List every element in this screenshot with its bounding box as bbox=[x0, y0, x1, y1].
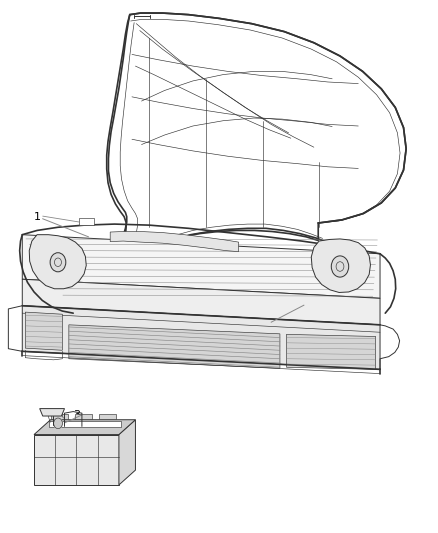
Polygon shape bbox=[119, 419, 135, 485]
Polygon shape bbox=[311, 239, 371, 293]
Text: 4: 4 bbox=[308, 306, 315, 317]
Circle shape bbox=[50, 253, 66, 272]
Text: 1: 1 bbox=[34, 212, 41, 222]
Circle shape bbox=[54, 418, 62, 429]
Polygon shape bbox=[51, 415, 68, 419]
Text: 5: 5 bbox=[308, 316, 315, 326]
Polygon shape bbox=[22, 235, 380, 298]
Polygon shape bbox=[29, 235, 86, 289]
Polygon shape bbox=[110, 231, 239, 252]
Polygon shape bbox=[40, 409, 64, 416]
Text: 2: 2 bbox=[308, 297, 315, 308]
Polygon shape bbox=[34, 434, 119, 485]
Polygon shape bbox=[109, 13, 406, 266]
Polygon shape bbox=[49, 421, 120, 427]
Polygon shape bbox=[69, 325, 280, 368]
Polygon shape bbox=[22, 306, 380, 369]
Polygon shape bbox=[286, 334, 376, 369]
Polygon shape bbox=[75, 415, 92, 419]
Circle shape bbox=[331, 256, 349, 277]
Polygon shape bbox=[25, 312, 62, 350]
Polygon shape bbox=[22, 279, 380, 325]
Text: 3: 3 bbox=[73, 410, 80, 420]
Polygon shape bbox=[99, 415, 116, 419]
Polygon shape bbox=[34, 419, 135, 434]
Polygon shape bbox=[79, 217, 94, 225]
